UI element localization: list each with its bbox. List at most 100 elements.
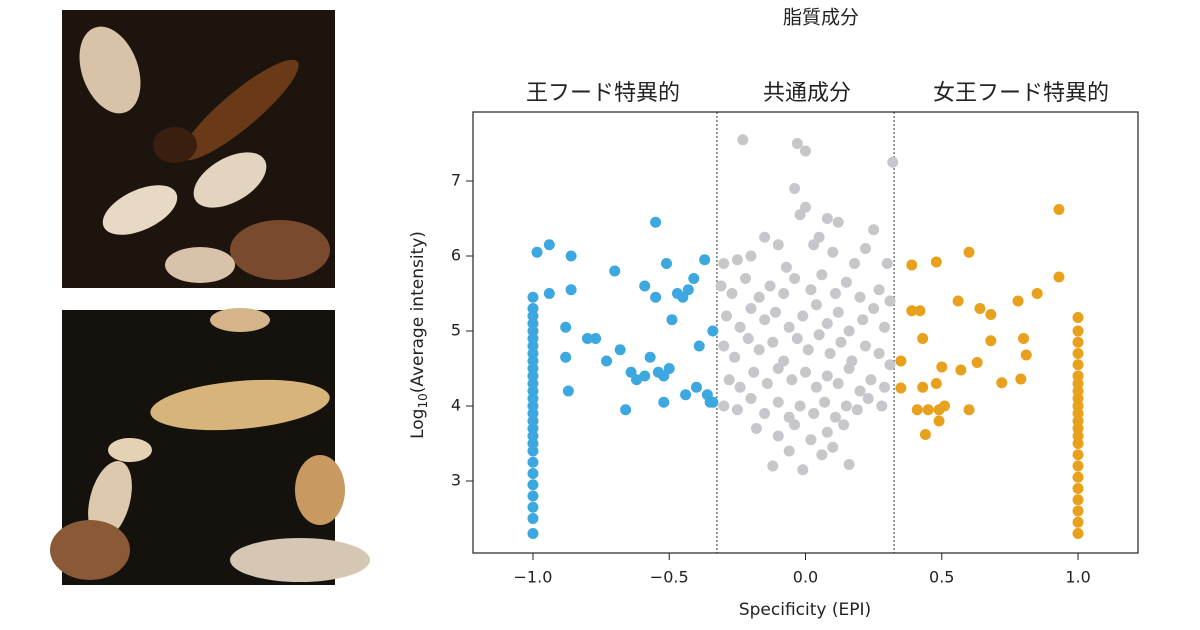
data-point [1053,204,1065,215]
data-point [581,333,593,344]
data-point [565,284,577,296]
data-point [917,381,929,393]
data-point [797,310,809,322]
data-point [859,340,871,352]
data-point [876,400,888,412]
data-point [609,265,621,277]
data-point [658,396,670,408]
y-tick-label: 5 [451,321,461,340]
data-point [838,419,850,431]
data-point [734,381,746,393]
data-point [731,404,743,416]
data-point [740,273,752,284]
data-point [873,284,885,296]
x-tick-label: 0.5 [929,568,954,587]
y-tick-label: 4 [451,396,461,415]
data-point [1072,348,1084,359]
data-point [789,419,801,431]
data-point [832,216,844,228]
data-point [821,318,833,329]
data-point [748,366,760,378]
data-point [985,335,997,347]
chart-title: 脂質成分 [783,7,859,29]
data-point [1072,312,1084,323]
data-point [843,459,855,470]
data-point [720,310,732,322]
termite [295,455,345,525]
termite [230,538,370,582]
data-point [843,325,855,337]
data-point [859,243,871,254]
data-point [936,361,948,373]
data-point [527,528,539,539]
x-tick-label: 1.0 [1065,568,1090,587]
data-point [737,134,749,146]
data-point [800,366,811,378]
data-point [971,357,983,368]
region-label: 共通成分 [763,81,851,106]
data-point [829,288,841,299]
data-point [1015,373,1027,385]
data-point [789,273,801,284]
data-point [805,434,817,446]
plot-frame [472,111,1139,554]
data-point [527,303,539,314]
data-point [527,479,539,491]
data-point [531,246,543,258]
data-point [906,305,918,317]
data-point [791,333,803,344]
data-point [772,396,784,408]
data-point [963,404,975,416]
data-point [680,389,692,401]
data-point [862,393,874,404]
data-point [759,231,771,243]
x-tick-label: −1.0 [514,568,553,587]
data-point [759,314,771,326]
termite [150,379,330,431]
data-point [715,280,727,292]
data-point [601,355,613,367]
data-point [527,501,539,513]
data-point [767,460,779,472]
data-point [731,254,743,266]
data-point [914,305,926,317]
data-point [832,306,844,318]
data-point [840,276,852,288]
data-point [794,400,806,412]
data-point [527,456,539,468]
data-point [868,303,880,314]
data-point [761,378,773,389]
data-point [824,348,836,359]
data-point [895,355,907,367]
data-point [693,340,705,352]
data-point [808,408,820,419]
termite [165,247,235,283]
data-point [734,321,746,333]
data-point [745,250,757,262]
data-point [1072,336,1084,348]
data-point [1072,370,1084,382]
data-point [753,344,765,356]
data-point [827,441,839,453]
data-point [884,295,896,307]
data-point [783,321,795,333]
data-point [742,333,754,344]
data-point [827,246,839,258]
data-point [810,299,822,311]
data-point [1072,483,1084,494]
plot: 3 4 5 6 7 −1.0 −0.5 0.0 0.5 1.0 [451,111,1139,587]
data-point [707,325,719,337]
data-point [1072,516,1084,528]
data-point [952,295,964,307]
data-point [562,385,574,397]
photo-top [62,10,335,288]
termite [181,59,299,161]
data-point [816,449,828,461]
data-point [819,396,831,408]
soil [50,520,130,580]
data-point [1072,471,1084,483]
data-point [565,250,577,262]
data-point [843,363,855,374]
data-point [813,329,825,341]
data-point [764,280,776,292]
